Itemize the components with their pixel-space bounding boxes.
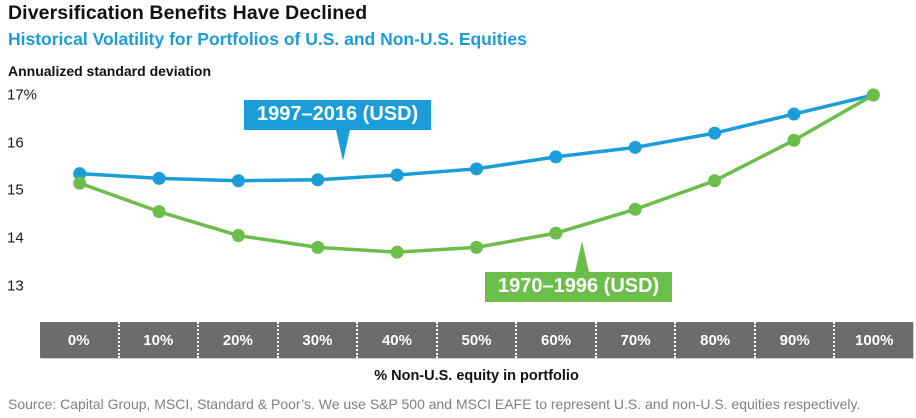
data-point (628, 140, 642, 154)
data-point (708, 174, 722, 188)
y-tick-label: 13 (7, 277, 24, 294)
x-tick-label: 0% (67, 331, 90, 349)
x-axis-title: % Non-U.S. equity in portfolio (374, 368, 579, 384)
data-point (231, 174, 245, 188)
data-point (311, 240, 325, 254)
y-tick-label: 15 (7, 181, 24, 199)
y-tick-label: 17% (7, 86, 38, 104)
x-tick-label: 70% (594, 322, 675, 358)
x-tick-label: 80% (674, 322, 754, 358)
data-point (549, 150, 563, 164)
x-tick-label: 10% (117, 322, 198, 358)
page-title: Diversification Benefits Have Declined (8, 2, 368, 24)
y-tick-label: 16 (7, 134, 24, 152)
data-point (390, 245, 404, 259)
data-point (73, 176, 87, 190)
data-point (787, 107, 801, 121)
x-tick-label: 60% (515, 322, 595, 358)
series-callout-label: 1997–2016 (USD) (244, 100, 432, 130)
x-tick-label: 40% (356, 322, 436, 358)
data-point (470, 162, 483, 176)
data-point (708, 126, 722, 140)
data-point (73, 167, 87, 181)
data-point (311, 173, 325, 187)
series-callout-1997-2016: 1997–2016 (USD) (244, 100, 432, 161)
data-point (231, 228, 245, 242)
data-point (866, 88, 880, 102)
page-subtitle: Historical Volatility for Portfolios of … (8, 29, 527, 49)
data-point (390, 168, 404, 182)
data-point (152, 171, 166, 185)
y-tick-label: 14 (7, 229, 24, 247)
x-tick-label: 90% (753, 322, 834, 358)
x-tick-label: 30% (276, 322, 357, 358)
x-tick-label: 20% (197, 322, 277, 358)
data-point (470, 240, 483, 254)
data-point (628, 202, 642, 216)
y-axis-title: Annualized standard deviation (8, 63, 212, 79)
data-point (549, 226, 563, 240)
x-tick-label: 50% (435, 322, 516, 358)
data-point (787, 133, 801, 147)
series-callout-label: 1970–1996 (USD) (485, 272, 673, 302)
source-note: Source: Capital Group, MSCI, Standard & … (8, 396, 861, 412)
data-point (152, 205, 166, 219)
callout-pointer-down (336, 130, 350, 161)
callout-pointer-up (575, 241, 589, 272)
series-callout-1970-1996: 1970–1996 (USD) (485, 241, 673, 302)
x-tick-label: 100% (833, 322, 913, 358)
x-axis-band: 0% 10% 20% 30% 40% 50% 60% 70% 80% 90% 100% (40, 322, 913, 358)
